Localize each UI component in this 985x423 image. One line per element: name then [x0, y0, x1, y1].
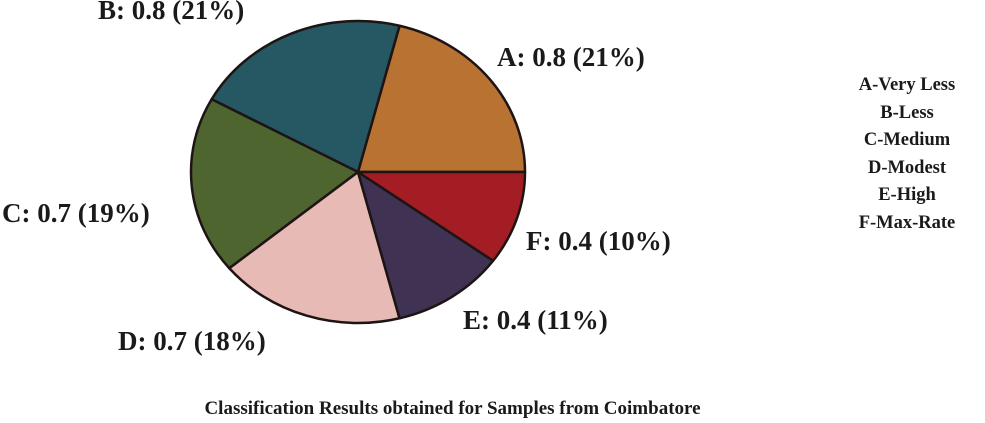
legend-item-c: C-Medium	[863, 130, 951, 150]
pie-labels: A: 0.8 (21%) B: 0.8 (21%) C: 0.7 (19%) D: 0…	[2, 0, 671, 356]
pie-slice-b	[210, 19, 401, 174]
legend-item-d: D-Modest	[867, 157, 947, 178]
legend-item-b: B-Less	[880, 102, 934, 123]
slice-label-b: B: 0.8 (21%)	[98, 0, 244, 25]
pie-slice-e	[356, 170, 495, 320]
legend-item-e: E-High	[878, 185, 936, 205]
slice-label-f: F: 0.4 (10%)	[526, 226, 671, 256]
legend: A-Very Less B-Less C-Medium D-Modest E-H…	[836, 72, 978, 237]
legend-item-f: F-Max-Rate	[858, 212, 956, 233]
legend-item-a: A-Very Less	[858, 75, 956, 95]
pie-slices	[189, 19, 527, 325]
chart-title: Classification Results obtained for Samp…	[204, 398, 701, 419]
pie-slice-f	[356, 170, 527, 263]
slice-label-a: A: 0.8 (21%)	[497, 42, 645, 72]
slice-label-d: D: 0.7 (18%)	[118, 326, 266, 356]
pie-slice-d	[228, 170, 401, 325]
slice-label-e: E: 0.4 (11%)	[463, 305, 608, 335]
pie-slice-a	[356, 24, 527, 174]
slice-label-c: C: 0.7 (19%)	[2, 198, 150, 228]
pie-slice-c	[189, 98, 360, 270]
